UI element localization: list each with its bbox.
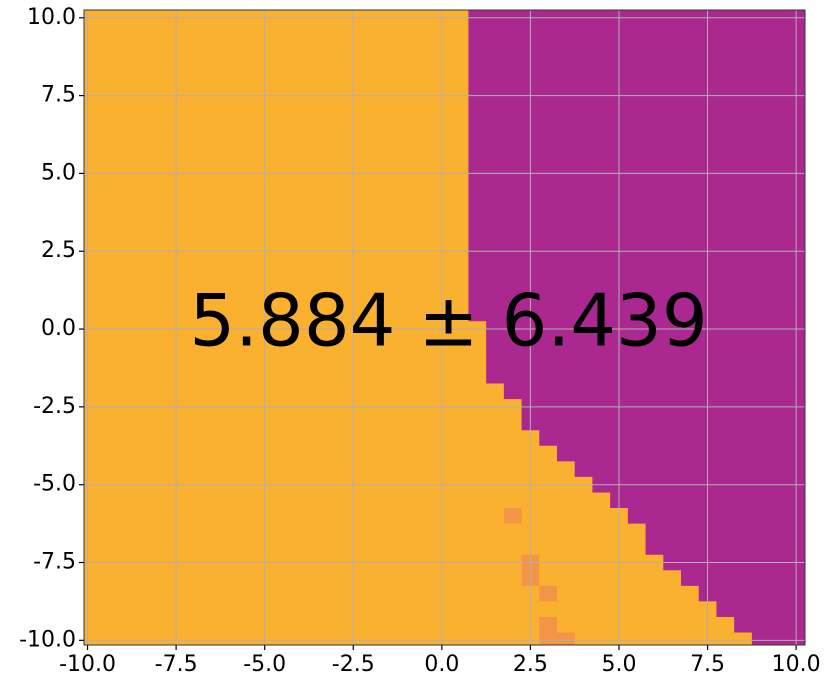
y-tick-label: 2.5 xyxy=(41,238,76,263)
x-tick-label: 0.0 xyxy=(424,652,459,677)
x-tick-label: 7.5 xyxy=(690,652,725,677)
cell xyxy=(539,632,557,645)
y-tick-label: -7.5 xyxy=(33,550,76,575)
y-tick-label: 7.5 xyxy=(41,83,76,108)
x-tick-label: 5.0 xyxy=(601,652,636,677)
y-tick-label: -5.0 xyxy=(33,472,76,497)
y-tick-label: 5.0 xyxy=(41,160,76,185)
x-tick-label: -10.0 xyxy=(59,652,116,677)
cell xyxy=(539,585,557,602)
x-tick-label: -5.0 xyxy=(243,652,286,677)
x-tick-label: 10.0 xyxy=(772,652,821,677)
plot-frame xyxy=(83,9,806,646)
annotation: 5.884 ± 6.439 xyxy=(189,279,707,363)
y-tick-label: -2.5 xyxy=(33,394,76,419)
cell xyxy=(556,632,575,645)
cell xyxy=(503,508,522,524)
y-tick-label: -10.0 xyxy=(19,627,76,652)
x-tick-label: -7.5 xyxy=(155,652,198,677)
x-tick-label: -2.5 xyxy=(332,652,375,677)
y-tick-label: 10.0 xyxy=(27,5,76,30)
y-tick-label: 0.0 xyxy=(41,316,76,341)
region xyxy=(468,10,805,645)
cell xyxy=(539,616,557,633)
x-tick-label: 2.5 xyxy=(513,652,548,677)
